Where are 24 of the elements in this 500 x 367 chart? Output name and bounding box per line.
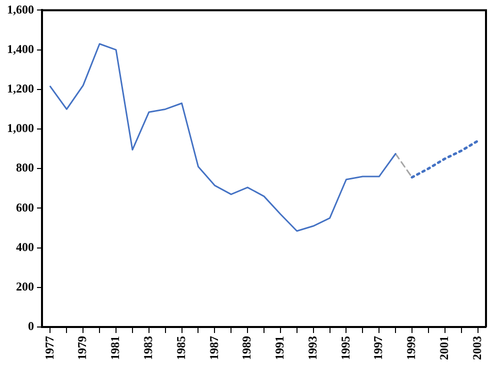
y-tick-label: 1,200 [7,81,34,96]
y-tick-label: 200 [16,279,34,294]
y-tick-label: 800 [16,160,34,175]
y-tick-label: 600 [16,200,34,214]
x-tick-label: 1987 [206,336,221,360]
y-tick-label: 400 [16,240,34,254]
x-tick-label: 1991 [272,336,287,360]
x-tick-label: 1977 [42,336,56,360]
x-tick-label: 1979 [75,336,90,360]
y-tick-label: 1,000 [7,121,34,136]
y-tick-label: 0 [28,319,34,334]
x-tick-label: 1997 [371,336,386,360]
x-tick-label: 1999 [404,336,418,360]
x-tick-label: 1985 [174,336,188,360]
y-tick-label: 1,600 [7,2,34,16]
x-tick-label: 1981 [108,336,122,360]
x-tick-label: 2003 [470,336,484,360]
x-tick-label: 1995 [338,336,352,360]
y-tick-label: 1,400 [7,42,34,56]
x-tick-label: 2001 [436,336,451,360]
x-tick-label: 1993 [305,336,320,360]
x-tick-label: 1983 [140,336,155,360]
x-tick-label: 1989 [240,336,254,360]
line-series [410,140,480,179]
